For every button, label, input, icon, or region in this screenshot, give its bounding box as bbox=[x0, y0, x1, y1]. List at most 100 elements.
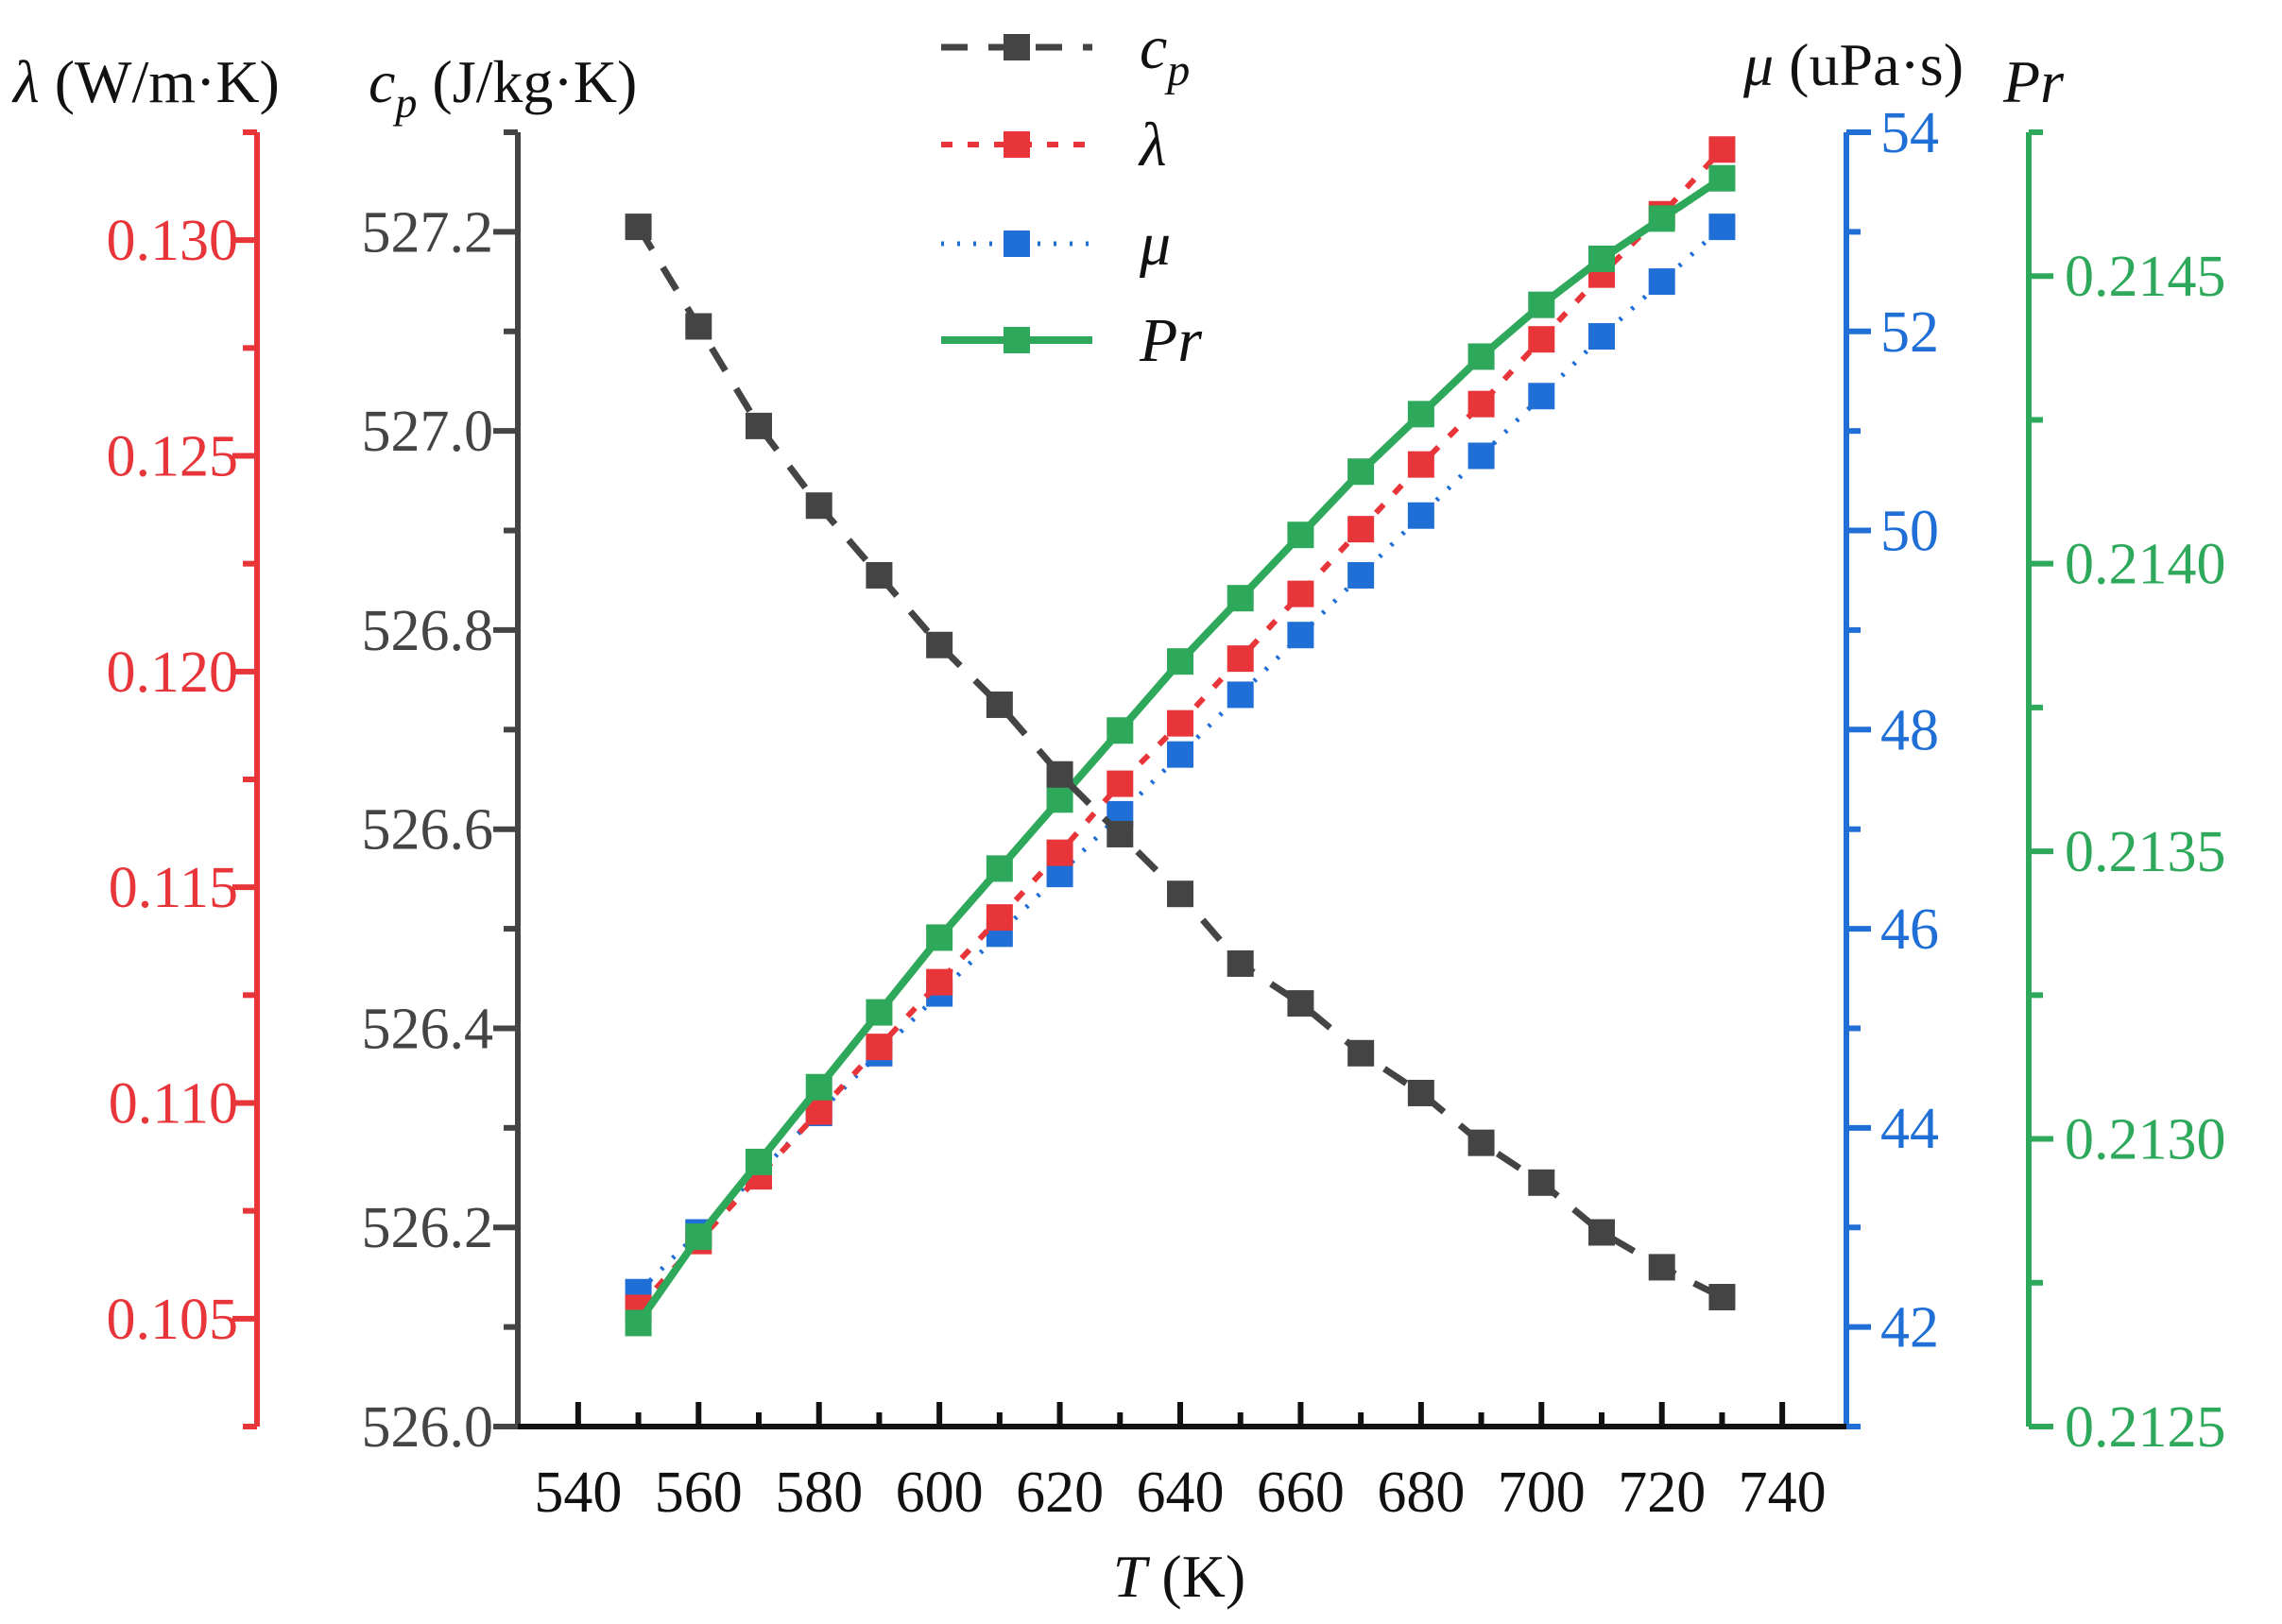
mu-tick-label: 52 bbox=[1880, 300, 1939, 365]
series-point-cp bbox=[1347, 1039, 1375, 1067]
cp-tick-label: 526.8 bbox=[362, 599, 494, 663]
series-point-pr bbox=[1528, 291, 1555, 318]
series-point-cp bbox=[926, 631, 953, 658]
series-point-lambda bbox=[1528, 326, 1555, 353]
pr-tick-label: 0.2125 bbox=[2065, 1395, 2226, 1460]
legend-label-mu: μ bbox=[1139, 210, 1171, 279]
series-point-cp bbox=[1528, 1169, 1555, 1196]
series-point-cp bbox=[746, 412, 772, 439]
mu-tick-label: 42 bbox=[1880, 1296, 1939, 1360]
series-point-cp bbox=[1167, 880, 1193, 908]
series-point-pr bbox=[1648, 205, 1675, 232]
x-tick-label: 580 bbox=[775, 1461, 863, 1525]
mu-tick-label: 46 bbox=[1880, 897, 1939, 962]
series-point-pr bbox=[1347, 458, 1375, 486]
series-point-pr bbox=[1467, 343, 1495, 370]
lambda-axis-title: λ (W/m·K) bbox=[11, 48, 280, 115]
series-point-cp bbox=[1227, 949, 1254, 977]
series-point-cp bbox=[1648, 1254, 1675, 1281]
series-point-mu bbox=[1528, 383, 1555, 410]
x-tick-label: 560 bbox=[655, 1461, 743, 1525]
cp-axis-title: cp (J/kg·K) bbox=[369, 48, 637, 127]
series-point-cp bbox=[685, 313, 712, 340]
cp-tick-label: 527.2 bbox=[362, 200, 494, 265]
series-point-mu bbox=[1588, 323, 1615, 350]
x-tick-label: 540 bbox=[534, 1461, 622, 1525]
series-point-mu bbox=[1708, 214, 1736, 241]
x-tick-label: 660 bbox=[1257, 1461, 1345, 1525]
pr-tick-label: 0.2135 bbox=[2065, 820, 2226, 884]
cp-tick-label: 526.0 bbox=[362, 1395, 494, 1460]
series-point-pr bbox=[986, 855, 1013, 882]
x-tick-label: 620 bbox=[1016, 1461, 1104, 1525]
series-point-lambda bbox=[1467, 390, 1495, 418]
series-point-lambda bbox=[1167, 709, 1193, 737]
legend-label-lambda: λ bbox=[1138, 111, 1167, 179]
series-point-lambda bbox=[866, 1034, 893, 1061]
series-point-mu bbox=[1287, 622, 1314, 649]
series-point-pr bbox=[866, 999, 893, 1026]
series-point-pr bbox=[1167, 648, 1193, 675]
series-point-lambda bbox=[1407, 451, 1434, 478]
x-tick-label: 720 bbox=[1618, 1461, 1706, 1525]
cp-tick-label: 527.0 bbox=[362, 400, 494, 464]
pr-tick-label: 0.2140 bbox=[2065, 533, 2226, 597]
series-point-cp bbox=[625, 214, 652, 241]
axes-layer: 0.105 0.110 0.115 0.120 0.125 0.130 526.0 526.2… bbox=[11, 31, 2226, 1610]
lambda-tick-label: 0.105 bbox=[107, 1288, 239, 1352]
lambda-tick-label: 0.115 bbox=[109, 856, 238, 920]
mu-axis-title: μ (uPa·s) bbox=[1742, 31, 1964, 98]
series-point-mu bbox=[1347, 561, 1375, 589]
series-point-cp bbox=[866, 561, 893, 589]
series-point-pr bbox=[1287, 521, 1314, 549]
series-point-pr bbox=[1107, 717, 1134, 744]
mu-tick-label: 48 bbox=[1880, 698, 1939, 762]
series-point-cp bbox=[1046, 761, 1073, 788]
series-point-mu bbox=[1407, 502, 1434, 529]
series-point-pr bbox=[1407, 401, 1434, 428]
pr-tick-label: 0.2145 bbox=[2065, 245, 2226, 309]
series-point-pr bbox=[685, 1223, 712, 1251]
mu-tick-label: 44 bbox=[1880, 1097, 1939, 1161]
legend-marker-lambda bbox=[1004, 131, 1030, 158]
series-point-cp bbox=[1588, 1219, 1615, 1246]
series-point-mu bbox=[1167, 741, 1193, 768]
series-point-mu bbox=[1648, 268, 1675, 296]
series-point-cp bbox=[1467, 1129, 1495, 1156]
legend-marker-pr bbox=[1004, 327, 1030, 353]
lambda-tick-label: 0.110 bbox=[109, 1072, 238, 1137]
mu-tick-label: 50 bbox=[1880, 500, 1939, 564]
lambda-tick-label: 0.120 bbox=[107, 641, 239, 705]
series-point-pr bbox=[1046, 786, 1073, 813]
series-point-mu bbox=[1467, 442, 1495, 470]
series-point-cp bbox=[1287, 990, 1314, 1017]
cp-tick-label: 526.4 bbox=[362, 997, 494, 1061]
lambda-tick-label: 0.125 bbox=[107, 425, 239, 489]
legend: cp λμ Pr bbox=[941, 13, 1202, 375]
series-point-lambda bbox=[1347, 516, 1375, 543]
cp-tick-label: 526.6 bbox=[362, 798, 494, 863]
series-point-pr bbox=[805, 1073, 832, 1101]
legend-label-cp: cp bbox=[1140, 13, 1190, 95]
lambda-tick-label: 0.130 bbox=[107, 209, 239, 273]
series-point-lambda bbox=[1107, 770, 1134, 797]
series-point-pr bbox=[1708, 164, 1736, 192]
x-tick-label: 700 bbox=[1498, 1461, 1586, 1525]
series-point-lambda bbox=[986, 904, 1013, 932]
series-point-cp bbox=[1407, 1079, 1434, 1106]
legend-marker-mu bbox=[1004, 231, 1030, 257]
series-point-cp bbox=[986, 691, 1013, 718]
pr-axis-title: Pr bbox=[2002, 48, 2065, 115]
series-point-pr bbox=[746, 1148, 772, 1175]
series-point-pr bbox=[625, 1309, 652, 1337]
series-point-lambda bbox=[1046, 839, 1073, 866]
series-point-pr bbox=[1588, 245, 1615, 272]
x-axis-title: T (K) bbox=[1113, 1543, 1245, 1610]
series-point-lambda bbox=[1708, 136, 1736, 163]
series-point-lambda bbox=[1227, 645, 1254, 673]
series-point-mu bbox=[1227, 681, 1254, 709]
x-tick-label: 640 bbox=[1137, 1461, 1225, 1525]
series-layer bbox=[625, 136, 1736, 1337]
legend-marker-cp bbox=[1004, 34, 1030, 60]
